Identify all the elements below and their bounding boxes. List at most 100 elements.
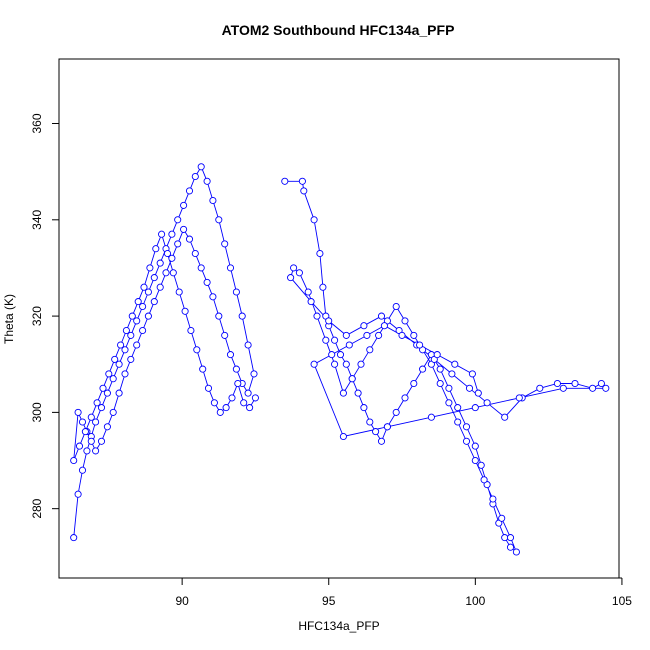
data-point — [228, 394, 236, 402]
data-point — [471, 442, 479, 450]
x-tick-label: 100 — [465, 594, 485, 608]
data-point — [506, 534, 515, 542]
chart-title: ATOM2 Southbound HFC134a_PFP — [222, 22, 455, 38]
data-point — [117, 341, 125, 349]
data-point — [448, 370, 456, 378]
data-point — [158, 230, 166, 238]
data-point — [92, 447, 100, 455]
y-tick-label: 340 — [30, 209, 44, 229]
data-point — [307, 298, 315, 306]
y-tick-label: 320 — [30, 306, 44, 326]
data-point — [81, 428, 89, 436]
y-axis-label: Theta (K) — [2, 294, 16, 344]
data-point — [197, 163, 205, 171]
data-point — [477, 461, 485, 469]
data-point — [210, 399, 218, 407]
data-point — [144, 312, 152, 320]
data-point — [133, 317, 141, 325]
data-point — [78, 418, 87, 426]
data-point — [433, 351, 441, 359]
x-tick-label: 95 — [322, 594, 336, 608]
data-point — [83, 447, 91, 455]
data-point — [436, 365, 444, 373]
data-point — [175, 288, 183, 296]
data-point — [322, 336, 330, 344]
data-point — [92, 418, 100, 426]
data-point — [360, 404, 368, 412]
data-point — [180, 225, 188, 233]
data-point — [181, 307, 189, 315]
data-point — [392, 408, 400, 416]
data-point — [298, 177, 306, 185]
data-point — [193, 346, 201, 354]
x-tick-label: 90 — [175, 594, 189, 608]
data-point — [536, 384, 544, 392]
data-point — [328, 351, 336, 359]
data-point — [339, 432, 347, 441]
data-point — [185, 187, 194, 195]
data-point — [156, 259, 164, 267]
data-point — [221, 331, 229, 339]
data-point — [191, 172, 199, 181]
data-point — [226, 264, 235, 272]
data-point — [295, 269, 303, 277]
x-tick-label: 105 — [612, 594, 632, 608]
data-point — [97, 404, 106, 412]
data-point — [169, 269, 177, 277]
data-point — [401, 394, 409, 402]
data-point — [127, 331, 135, 339]
data-point — [290, 264, 298, 272]
data-point — [377, 437, 386, 445]
data-point — [354, 389, 362, 397]
data-point — [168, 230, 176, 238]
data-point — [342, 360, 350, 368]
data-point — [287, 274, 295, 282]
data-point — [168, 254, 176, 262]
data-point — [209, 196, 217, 205]
data-point — [78, 466, 87, 474]
data-point — [185, 235, 194, 243]
data-point — [366, 346, 374, 354]
data-point — [251, 394, 259, 402]
data-point — [462, 423, 471, 431]
data-point — [319, 283, 327, 291]
data-point — [216, 408, 224, 416]
data-point — [559, 384, 567, 392]
data-point — [602, 384, 610, 392]
data-point — [139, 326, 147, 335]
data-point — [360, 322, 368, 330]
data-point — [109, 408, 117, 416]
data-point — [150, 298, 158, 306]
data-point — [215, 312, 223, 320]
data-point — [74, 490, 82, 498]
data-point — [174, 240, 182, 248]
data-point — [204, 384, 213, 392]
data-point — [377, 312, 386, 320]
x-axis: 90 95 100 105 — [175, 577, 632, 608]
data-point — [134, 298, 142, 306]
data-point — [232, 365, 240, 373]
data-point — [234, 379, 242, 388]
data-point — [339, 389, 347, 397]
data-point — [501, 413, 509, 421]
data-point — [375, 331, 383, 339]
data-point — [501, 534, 509, 542]
data-point — [427, 413, 435, 421]
data-point — [115, 360, 123, 368]
data-point — [238, 312, 246, 320]
data-point — [489, 495, 497, 503]
y-tick-label: 280 — [30, 498, 44, 518]
data-point — [209, 293, 217, 301]
data-point — [471, 456, 479, 465]
data-point — [226, 351, 235, 359]
data-point — [156, 283, 164, 291]
data-point — [152, 245, 160, 253]
data-point — [474, 389, 482, 397]
data-point — [342, 331, 350, 339]
data-point — [146, 264, 154, 272]
data-point — [498, 514, 506, 522]
data-point — [480, 476, 488, 484]
data-point — [366, 418, 374, 426]
data-point — [357, 360, 365, 368]
